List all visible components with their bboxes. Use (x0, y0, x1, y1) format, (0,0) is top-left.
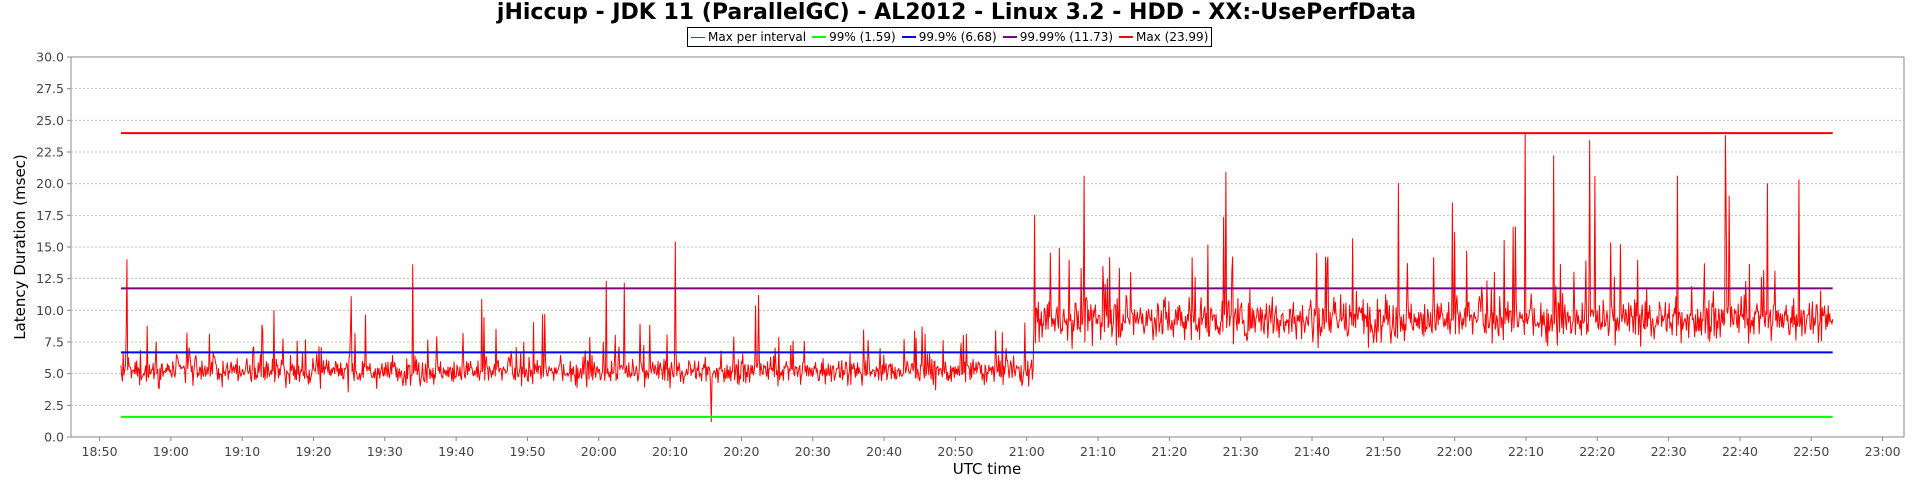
y-tick-label: 25.0 (36, 113, 64, 128)
x-tick-label: 22:50 (1793, 444, 1829, 459)
x-tick-label: 22:00 (1437, 444, 1473, 459)
x-tick-label: 21:30 (1223, 444, 1259, 459)
x-tick-label: 21:10 (1080, 444, 1116, 459)
legend-swatch-max-per-interval (691, 36, 705, 38)
chart-title: jHiccup - JDK 11 (ParallelGC) - AL2012 -… (496, 0, 1417, 25)
chart-legend: Max per interval 99% (1.59) 99.9% (6.68)… (687, 27, 1213, 47)
legend-item-max: Max (23.99) (1119, 30, 1208, 44)
legend-item-p999: 99.9% (6.68) (901, 30, 997, 44)
y-tick-label: 2.5 (44, 398, 64, 413)
legend-swatch-p99 (812, 36, 827, 38)
y-tick-label: 7.5 (44, 335, 64, 350)
legend-swatch-p9999 (1002, 36, 1017, 38)
y-tick-label: 15.0 (36, 240, 64, 255)
x-tick-label: 21:50 (1365, 444, 1401, 459)
x-tick-label: 22:40 (1722, 444, 1758, 459)
x-tick-label: 22:20 (1579, 444, 1615, 459)
x-tick-label: 19:00 (153, 444, 189, 459)
legend-item-p99: 99% (1.59) (812, 30, 896, 44)
legend-label-max-per-interval: Max per interval (708, 30, 807, 44)
y-axis-label: Latency Duration (msec) (11, 154, 29, 340)
legend-label-p999: 99.9% (6.68) (918, 30, 997, 44)
x-tick-label: 20:10 (652, 444, 688, 459)
y-axis: 0.0 2.5 5.0 7.5 10.0 12.5 15.0 17.5 20.0 22.5 25.0… (36, 50, 71, 445)
x-tick-label: 23:00 (1865, 444, 1901, 459)
y-tick-label: 10.0 (36, 303, 64, 318)
x-tick-label: 21:20 (1151, 444, 1187, 459)
legend-label-p9999: 99.99% (11.73) (1019, 30, 1114, 44)
y-tick-label: 27.5 (36, 81, 64, 96)
x-tick-label: 20:40 (866, 444, 902, 459)
y-tick-label: 0.0 (44, 430, 64, 445)
x-tick-label: 22:30 (1651, 444, 1687, 459)
x-tick-label: 22:10 (1508, 444, 1544, 459)
x-tick-label: 19:50 (509, 444, 545, 459)
x-tick-label: 20:50 (937, 444, 973, 459)
y-tick-label: 12.5 (36, 271, 64, 286)
legend-label-max: Max (23.99) (1136, 30, 1209, 44)
y-tick-label: 17.5 (36, 208, 64, 223)
x-axis: 18:50 19:00 19:10 19:20 19:30 19:40 19:50 20:00… (82, 437, 1901, 459)
x-tick-label: 19:20 (295, 444, 331, 459)
x-tick-label: 19:30 (367, 444, 403, 459)
x-tick-label: 21:00 (1009, 444, 1045, 459)
legend-item-p9999: 99.99% (11.73) (1002, 30, 1114, 44)
legend-item-max-per-interval: Max per interval (691, 30, 806, 44)
x-tick-label: 21:40 (1294, 444, 1330, 459)
x-tick-label: 20:20 (723, 444, 759, 459)
x-tick-label: 18:50 (82, 444, 118, 459)
series-layer (120, 132, 1834, 423)
y-tick-label: 20.0 (36, 176, 64, 191)
x-tick-label: 19:10 (224, 444, 260, 459)
x-axis-label: UTC time (953, 460, 1021, 478)
legend-swatch-p999 (901, 36, 916, 38)
y-tick-label: 5.0 (44, 366, 64, 381)
x-tick-label: 19:40 (438, 444, 474, 459)
y-tick-label: 30.0 (36, 50, 64, 65)
legend-swatch-max (1119, 36, 1134, 38)
x-tick-label: 20:00 (581, 444, 617, 459)
legend-label-p99: 99% (1.59) (829, 30, 896, 44)
y-tick-label: 22.5 (36, 145, 64, 160)
series-max-per-interval (120, 132, 1834, 423)
x-tick-label: 20:30 (795, 444, 831, 459)
